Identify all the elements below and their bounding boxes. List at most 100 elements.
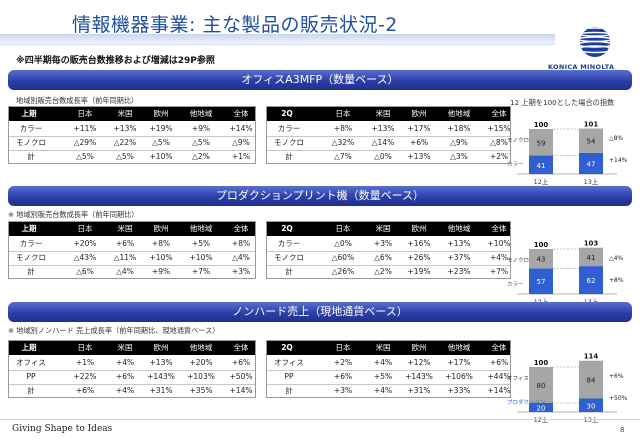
table-row: 計 △5% △5% +10% △2% +1% [9,150,255,164]
column-header: 米国 [375,109,391,118]
row-label: オフィス [16,358,46,367]
row-divider [9,251,255,252]
globe-logo-icon [580,27,610,57]
table-cell: +4% [115,358,135,367]
column-header: 他地域 [189,224,213,233]
table-cell: △5% [152,138,170,147]
table-cell: △9% [232,138,250,147]
company-logo-text: KONICA MINOLTA [548,63,615,71]
change-label-top: △4% [609,255,623,262]
table-cell: △32% [331,138,355,147]
column-header: 他地域 [447,109,471,118]
title-underline-edge [0,44,555,45]
column-header: 日本 [335,343,351,352]
row-divider [267,251,510,252]
table-cell: +3% [231,267,251,276]
row-divider [267,150,510,151]
bar-segment-top [579,247,603,267]
bar-segment-bottom [579,266,603,294]
table-cell: +6% [409,138,429,147]
table-cell: △29% [73,138,97,147]
section-banner: ノンハード売上（現地通貨ベース） [8,302,632,322]
table-row: PP +22% +6% +143% +103% +50% [9,370,255,384]
row-divider [9,384,255,385]
column-header: 他地域 [447,224,471,233]
column-header: 他地域 [189,109,213,118]
bar-value-label: 80 [537,382,546,390]
table-cell: +10% [149,152,173,161]
table-cell: △60% [331,253,355,262]
row-label: 計 [285,152,293,161]
table-cell: +2% [333,358,353,367]
column-header: 欧州 [411,343,427,352]
table-cell: +19% [407,267,431,276]
row-divider [267,370,510,371]
bar-segment-top [529,129,553,156]
page-title: 情報機器事業: 主な製品の販売状況-2 [72,14,398,36]
table-row: オフィス +2% +4% +12% +17% +6% [267,356,510,370]
bar-value-label: 41 [587,254,596,262]
table-cell: +6% [231,358,251,367]
table-header-row: 2Q 日本 米国 欧州 他地域 全体 [267,222,510,236]
bar-segment-bottom [529,268,553,294]
table-cell: +8% [151,239,171,248]
table-cell: +26% [407,253,431,262]
bar-value-label: 62 [587,277,596,285]
row-label: カラー [19,239,43,248]
table-cell: +14% [229,124,253,133]
table-cell: +18% [447,124,471,133]
bar-total-label: 100 [534,359,549,367]
table-cell: +8% [333,124,353,133]
table-cell: +13% [371,124,395,133]
table-cell: +35% [189,386,213,395]
category-tick-label: 13上 [584,297,599,306]
table-cell: △8% [490,138,508,147]
table-cell: +44% [487,372,511,381]
row-label: 計 [285,386,293,395]
table-cell: +6% [75,386,95,395]
table-cell: +143% [147,372,175,381]
row-label: モノクロ [274,138,304,147]
bar-segment-bottom [579,152,603,174]
bar-total-label: 114 [584,353,599,361]
column-header: 欧州 [153,109,169,118]
change-label-top: △8% [609,135,623,142]
change-label-bottom: +14% [609,157,628,164]
table-cell: +4% [373,358,393,367]
column-header: 欧州 [411,109,427,118]
table-row: モノクロ △43% △11% +10% +10% △4% [9,251,255,265]
change-label-bottom: +8% [609,277,624,284]
bar-segment-top [529,367,553,403]
table-cell: +14% [487,386,511,395]
row-label: PP [284,372,294,381]
table-cell: +106% [445,372,473,381]
table-cell: +19% [149,124,173,133]
table-row: カラー +11% +13% +19% +9% +14% [9,122,255,136]
row-divider [267,136,510,137]
table-header-row: 2Q 日本 米国 欧州 他地域 全体 [267,107,510,121]
footer-rule [0,419,640,420]
section-note: ※ 地域別ノンハード 売上成長率（前年同期比、現地通貨ベース） [8,326,220,335]
period-label: 2Q [281,224,293,233]
table-header-row: 上期 日本 米国 欧州 他地域 全体 [9,222,255,236]
row-label: カラー [277,239,301,248]
column-header: 全体 [233,343,249,352]
table-cell: +3% [373,239,393,248]
category-tick-label: 13上 [584,177,599,186]
index-chart-title: 12 上期を100とした場合の指数 [510,98,615,107]
table-cell: +10% [189,253,213,262]
section-note: 地域別販売台数成長率（前年同期比） [16,96,139,105]
table-cell: +31% [407,386,431,395]
bar-value-label: 84 [587,377,596,385]
table-cell: +8% [231,239,251,248]
table-cell: +50% [229,372,253,381]
column-header: 日本 [335,109,351,118]
column-header: 全体 [491,343,507,352]
growth-table: 上期 日本 米国 欧州 他地域 全体 カラー +11% +13% +19% +9% +14% モノクロ △… [8,106,256,164]
page-number: 8 [620,426,625,434]
table-cell: +4% [115,386,135,395]
table-header-row: 2Q 日本 米国 欧州 他地域 全体 [267,341,510,355]
section-banner: オフィスA3MFP（数量ベース） [8,70,632,90]
table-cell: +6% [115,372,135,381]
